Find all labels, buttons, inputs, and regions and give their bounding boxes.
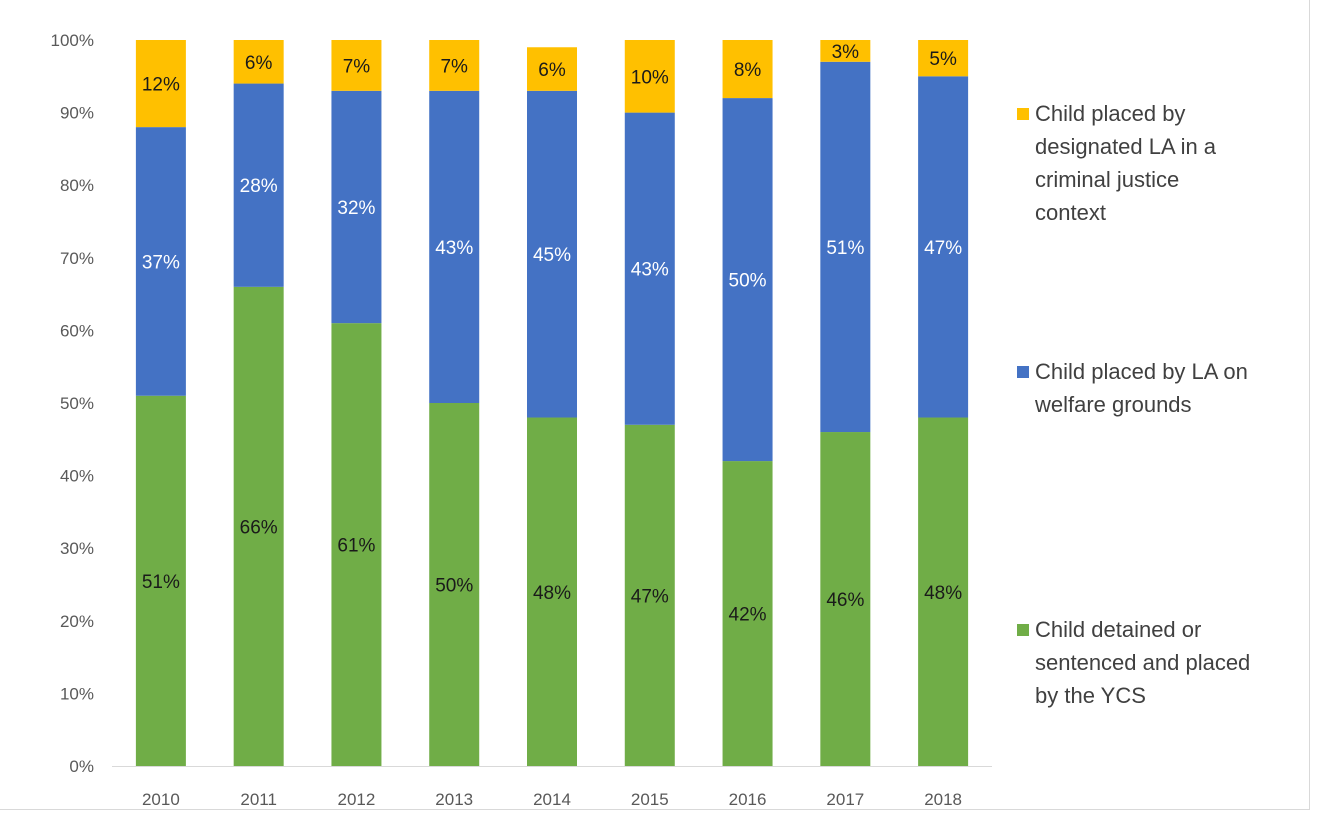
data-label: 48% xyxy=(533,583,571,604)
data-label: 6% xyxy=(538,60,566,81)
bar-segment xyxy=(722,40,773,99)
bar-segment xyxy=(918,417,969,766)
y-tick-label: 60% xyxy=(60,321,94,340)
data-label: 46% xyxy=(826,590,864,611)
legend-label: welfare grounds xyxy=(1034,392,1192,417)
legend-label: sentenced and placed xyxy=(1035,650,1250,675)
bar-segment xyxy=(331,40,382,91)
bar-segment xyxy=(429,403,480,766)
data-label: 47% xyxy=(924,238,962,259)
bar-segment xyxy=(527,417,577,766)
bar-segment xyxy=(820,432,871,766)
legend-label: Child placed by xyxy=(1035,101,1185,126)
bar-segment xyxy=(429,90,480,403)
bar-segment xyxy=(429,40,480,91)
bar-segment xyxy=(135,127,186,396)
data-label: 50% xyxy=(729,271,767,292)
legend-label: Child placed by LA on xyxy=(1035,359,1248,384)
x-tick-label: 2013 xyxy=(435,790,473,809)
y-tick-label: 100% xyxy=(51,31,94,50)
bar-segment xyxy=(820,40,871,62)
data-label: 51% xyxy=(826,238,864,259)
y-tick-label: 30% xyxy=(60,539,94,558)
data-label: 42% xyxy=(729,605,767,626)
x-tick-label: 2016 xyxy=(729,790,767,809)
legend-label: by the YCS xyxy=(1035,683,1146,708)
data-label: 66% xyxy=(240,517,278,538)
bar-segment xyxy=(918,40,969,77)
data-label: 37% xyxy=(142,252,180,273)
y-tick-label: 20% xyxy=(60,612,94,631)
y-tick-label: 40% xyxy=(60,467,94,486)
bars xyxy=(135,40,969,766)
data-label: 7% xyxy=(440,56,468,77)
x-tick-label: 2014 xyxy=(533,790,571,809)
y-tick-label: 80% xyxy=(60,176,94,195)
x-tick-label: 2010 xyxy=(142,790,180,809)
bar-segment xyxy=(820,61,871,433)
bar-segment xyxy=(527,90,577,418)
data-label: 8% xyxy=(734,60,762,81)
x-tick-label: 2018 xyxy=(924,790,962,809)
data-labels: 51% 37% 12% 66% 28% 6% 61% 32% 7% 50% 43% 7% 48% 45% 6… xyxy=(142,42,962,626)
legend: Child placed by designated LA in a crimina… xyxy=(1017,101,1250,708)
data-label: 51% xyxy=(142,572,180,593)
data-label: 61% xyxy=(337,536,375,557)
bar-segment xyxy=(722,461,773,766)
data-label: 12% xyxy=(142,75,180,96)
bar-segment xyxy=(233,40,284,84)
data-label: 47% xyxy=(631,586,669,607)
bar-segment xyxy=(233,286,284,766)
data-label: 43% xyxy=(631,260,669,281)
y-tick-label: 90% xyxy=(60,104,94,123)
bar-segment xyxy=(135,40,186,128)
legend-label: Child detained or xyxy=(1035,617,1201,642)
bar-segment xyxy=(624,424,675,766)
y-axis: 0% 10% 20% 30% 40% 50% 60% 70% 80% 90% 100% xyxy=(51,31,94,776)
legend-label: context xyxy=(1035,200,1106,225)
bar-segment xyxy=(331,90,382,324)
legend-swatch xyxy=(1017,624,1029,636)
bar-segment xyxy=(331,323,382,766)
data-label: 10% xyxy=(631,67,669,88)
legend-label: designated LA in a xyxy=(1035,134,1217,159)
bar-segment xyxy=(527,47,577,91)
bar-segment xyxy=(624,40,675,113)
bar-segment xyxy=(918,76,969,418)
legend-label: criminal justice xyxy=(1035,167,1179,192)
bar-segment xyxy=(233,83,284,287)
data-label: 48% xyxy=(924,583,962,604)
data-label: 5% xyxy=(929,49,957,70)
legend-swatch xyxy=(1017,366,1029,378)
x-tick-label: 2011 xyxy=(240,790,277,809)
data-label: 7% xyxy=(343,56,371,77)
data-label: 43% xyxy=(435,238,473,259)
bar-segment xyxy=(624,112,675,425)
legend-swatch xyxy=(1017,108,1029,120)
data-label: 32% xyxy=(337,198,375,219)
y-tick-label: 70% xyxy=(60,249,94,268)
x-tick-label: 2017 xyxy=(826,790,864,809)
x-tick-label: 2012 xyxy=(338,790,376,809)
x-axis: 2010 2011 2012 2013 2014 2015 2016 2017 2018 xyxy=(112,766,992,809)
y-tick-label: 0% xyxy=(69,757,94,776)
bar-segment xyxy=(135,395,186,766)
y-tick-label: 10% xyxy=(60,684,94,703)
data-label: 3% xyxy=(832,42,860,63)
data-label: 6% xyxy=(245,53,273,74)
data-label: 50% xyxy=(435,576,473,597)
data-label: 28% xyxy=(240,176,278,197)
x-tick-label: 2015 xyxy=(631,790,669,809)
y-tick-label: 50% xyxy=(60,394,94,413)
data-label: 45% xyxy=(533,245,571,266)
bar-segment xyxy=(722,98,773,462)
